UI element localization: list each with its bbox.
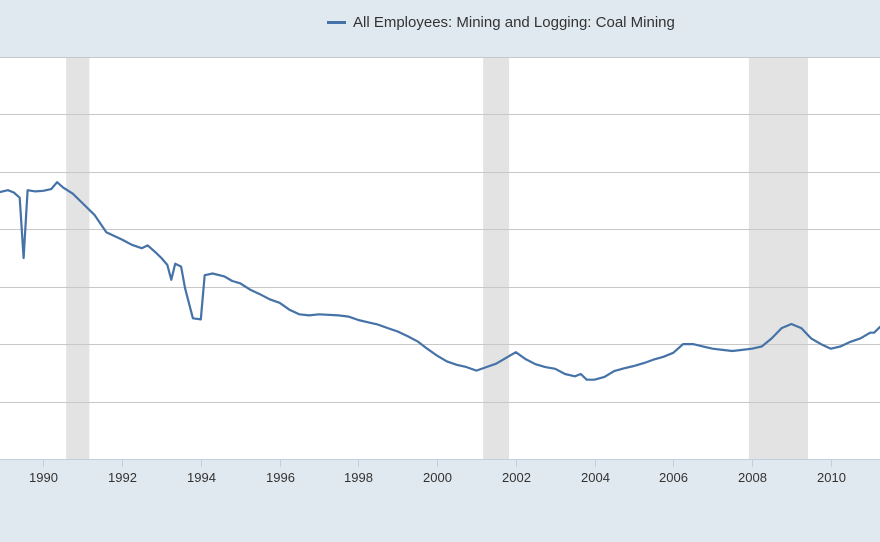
legend[interactable]: All Employees: Mining and Logging: Coal …: [327, 14, 675, 31]
x-tick-label-2006: 2006: [659, 470, 688, 485]
legend-swatch: [327, 21, 346, 24]
series-line-0: [0, 181, 880, 381]
x-tick-label-1994: 1994: [187, 470, 216, 485]
series-layer: [0, 181, 880, 381]
legend-label: All Employees: Mining and Logging: Coal …: [353, 14, 675, 31]
recession-bands: [66, 57, 808, 459]
recession-band-0: [66, 57, 90, 459]
recession-band-2: [748, 57, 808, 459]
x-tick-label-2004: 2004: [581, 470, 610, 485]
x-tick-label-2008: 2008: [738, 470, 767, 485]
x-tick-label-2010: 2010: [817, 470, 846, 485]
x-tick-label-2000: 2000: [423, 470, 452, 485]
x-tick-label-1998: 1998: [344, 470, 373, 485]
x-tick-label-2002: 2002: [502, 470, 531, 485]
x-tick-label-1996: 1996: [266, 470, 295, 485]
x-tick-label-1990: 1990: [29, 470, 58, 485]
x-tick-label-1992: 1992: [108, 470, 137, 485]
grid-lines: [0, 57, 880, 403]
x-axis: 1990 1992 1994 1996 1998 2000 2002 2004 2006 2008…: [0, 459, 880, 485]
plot-background: [0, 57, 880, 459]
recession-band-1: [483, 57, 510, 459]
